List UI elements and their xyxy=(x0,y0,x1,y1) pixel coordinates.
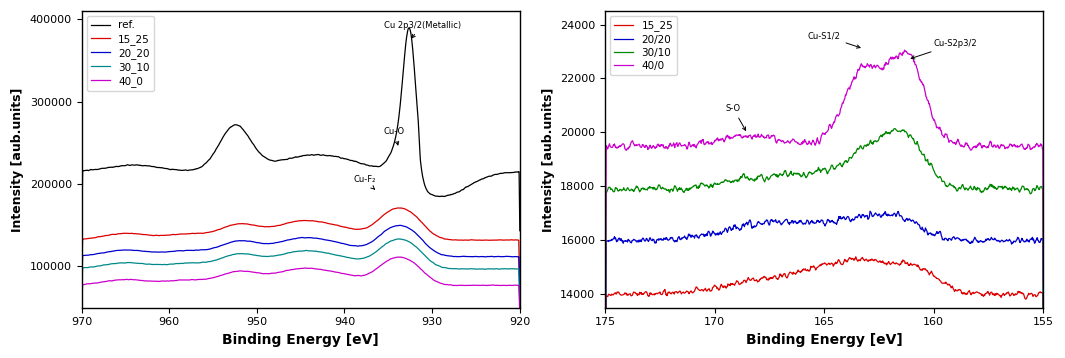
Line: 30/10: 30/10 xyxy=(605,129,1044,358)
20/20 xyxy=(977,240,989,244)
ref. xyxy=(314,153,327,158)
20_20 xyxy=(265,241,278,246)
40_0 xyxy=(149,279,162,284)
40_0 xyxy=(394,255,407,259)
Text: Cu 2p3/2(Metallic): Cu 2p3/2(Metallic) xyxy=(384,20,461,38)
30_10 xyxy=(306,249,318,253)
40_0 xyxy=(265,271,278,275)
Line: 40_0: 40_0 xyxy=(82,257,520,313)
40_0 xyxy=(513,310,526,315)
30_10 xyxy=(314,250,327,254)
Y-axis label: Intensity [aub.units]: Intensity [aub.units] xyxy=(542,87,555,232)
Line: ref.: ref. xyxy=(82,28,520,260)
15_25 xyxy=(392,206,405,210)
ref. xyxy=(265,158,278,163)
30/10 xyxy=(888,126,901,131)
20_20 xyxy=(149,250,162,254)
Legend: ref., 15_25, 20_20, 30_10, 40_0: ref., 15_25, 20_20, 30_10, 40_0 xyxy=(86,16,153,91)
40_0 xyxy=(76,310,88,314)
40_0 xyxy=(314,267,327,272)
30/10 xyxy=(977,190,989,194)
20/20 xyxy=(879,210,891,214)
15_25 xyxy=(223,223,235,228)
15_25 xyxy=(133,232,146,236)
Line: 20/20: 20/20 xyxy=(605,211,1044,358)
30_10 xyxy=(149,262,162,267)
20_20 xyxy=(133,248,146,253)
15_25 xyxy=(977,294,989,298)
30/10 xyxy=(865,140,878,144)
Line: 20_20: 20_20 xyxy=(82,225,520,296)
Text: Cu-O: Cu-O xyxy=(384,127,405,145)
15_25 xyxy=(865,257,878,261)
15_25 xyxy=(265,224,278,229)
40/0 xyxy=(1037,280,1050,284)
40_0 xyxy=(223,271,235,275)
ref. xyxy=(149,165,162,169)
Line: 15_25: 15_25 xyxy=(82,208,520,287)
ref. xyxy=(403,26,415,30)
ref. xyxy=(223,126,235,131)
30_10 xyxy=(265,254,278,258)
Line: 30_10: 30_10 xyxy=(82,239,520,303)
20_20 xyxy=(513,294,526,298)
ref. xyxy=(133,163,146,168)
15_25 xyxy=(850,255,863,259)
15_25 xyxy=(513,285,526,289)
40_0 xyxy=(133,278,146,282)
40/0 xyxy=(878,63,890,67)
15_25 xyxy=(149,233,162,237)
20_20 xyxy=(306,236,318,240)
40/0 xyxy=(898,48,911,52)
Line: 40/0: 40/0 xyxy=(605,50,1044,358)
Line: 15_25: 15_25 xyxy=(605,257,1044,358)
30_10 xyxy=(133,261,146,266)
ref. xyxy=(306,153,318,157)
15_25 xyxy=(306,218,318,223)
15_25 xyxy=(879,262,891,266)
Text: Cu-F₂: Cu-F₂ xyxy=(354,175,376,189)
40/0 xyxy=(865,63,878,67)
Text: Cu-S2p3/2: Cu-S2p3/2 xyxy=(912,39,978,59)
20/20 xyxy=(932,231,945,235)
Text: Cu-S1/2: Cu-S1/2 xyxy=(807,31,861,48)
ref. xyxy=(76,258,88,262)
40/0 xyxy=(932,125,945,130)
40_0 xyxy=(306,266,318,270)
15_25 xyxy=(854,258,867,263)
20/20 xyxy=(864,209,876,213)
30_10 xyxy=(223,253,235,258)
20_20 xyxy=(76,294,88,298)
15_25 xyxy=(76,284,88,288)
30/10 xyxy=(932,175,945,180)
20_20 xyxy=(394,223,407,227)
30/10 xyxy=(853,146,866,150)
Legend: 15_25, 20/20, 30/10, 40/0: 15_25, 20/20, 30/10, 40/0 xyxy=(610,16,677,75)
30_10 xyxy=(513,301,526,305)
40/0 xyxy=(853,66,866,71)
X-axis label: Binding Energy [eV]: Binding Energy [eV] xyxy=(746,333,903,347)
20/20 xyxy=(853,213,866,217)
Text: S-O: S-O xyxy=(725,104,746,130)
X-axis label: Binding Energy [eV]: Binding Energy [eV] xyxy=(223,333,379,347)
Y-axis label: Intensity [aub.units]: Intensity [aub.units] xyxy=(11,87,24,232)
20/20 xyxy=(625,238,638,243)
30_10 xyxy=(392,237,405,241)
20_20 xyxy=(223,241,235,245)
ref. xyxy=(513,228,526,233)
20/20 xyxy=(1037,346,1050,350)
30/10 xyxy=(625,187,638,192)
30/10 xyxy=(1037,308,1050,313)
15_25 xyxy=(625,293,638,297)
30_10 xyxy=(76,300,88,305)
30/10 xyxy=(878,131,890,135)
40/0 xyxy=(625,139,638,144)
20_20 xyxy=(314,237,327,241)
15_25 xyxy=(314,220,327,224)
40/0 xyxy=(977,143,989,147)
20/20 xyxy=(865,213,878,217)
15_25 xyxy=(932,277,945,281)
